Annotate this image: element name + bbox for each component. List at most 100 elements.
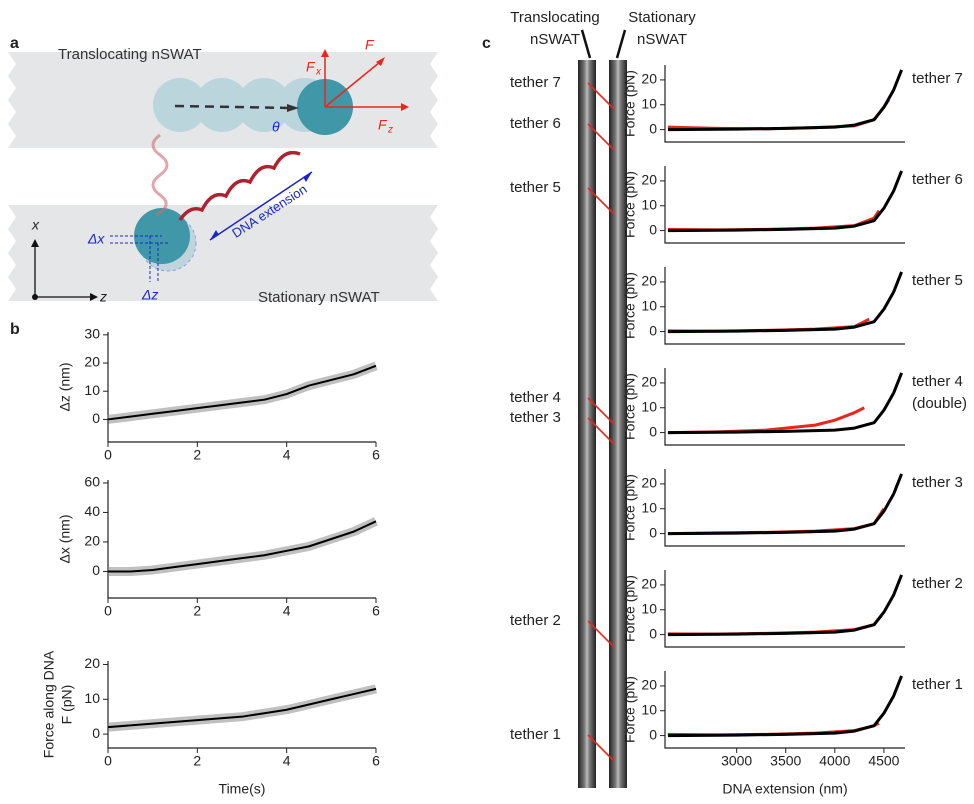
x-tick-label: 2 [193, 447, 201, 463]
y-axis-label: Force (pN) [622, 575, 638, 642]
tether-link [587, 417, 615, 445]
y-axis-label: Force (pN) [622, 474, 638, 541]
axis [664, 65, 905, 143]
x-tick-label: 6 [372, 603, 380, 619]
y-tick-label: 0 [649, 625, 657, 641]
series-line [107, 687, 377, 729]
series-line [108, 520, 377, 573]
y-tick-label: 0 [92, 410, 100, 426]
panel-label: a [10, 35, 19, 52]
panel-label: c [482, 35, 491, 52]
x-tick-label: 0 [104, 603, 112, 619]
y-tick-label: 0 [649, 221, 657, 237]
annotation: tether 1 [912, 676, 963, 693]
y-tick-label: 20 [84, 533, 100, 549]
bottom-channel [8, 205, 438, 301]
series-line [107, 361, 378, 424]
series-line [667, 170, 903, 233]
annotation: tether 6 [912, 171, 963, 188]
x-tick-label: 4 [283, 603, 291, 619]
y-tick-label: 10 [641, 398, 657, 414]
strip-label: Translocating [510, 9, 600, 26]
axis [107, 332, 376, 443]
x-tick-label: 2 [193, 753, 201, 769]
dz: Δz [141, 287, 158, 303]
tether-label: tether 3 [510, 409, 561, 426]
theta: θ [272, 119, 280, 135]
annotation: tether 3 [912, 474, 963, 491]
series-line [107, 684, 378, 732]
y-tick-label: 30 [84, 326, 100, 342]
axis [107, 661, 376, 749]
x-tick-label: 4000 [819, 753, 850, 769]
chart: 0 10 20 3000 3500 4000 4500 Force (pN) DNA exten… [622, 671, 963, 797]
y-tick-label: 0 [649, 322, 657, 338]
y-axis-label: F (pN) [59, 685, 75, 725]
x-tick-label: 4500 [868, 753, 899, 769]
x-tick-label: 3000 [721, 753, 752, 769]
tether-link [587, 397, 615, 425]
annotation: tether 5 [912, 272, 963, 289]
y-tick-label: 10 [641, 499, 657, 515]
y-tick-label: 10 [641, 701, 657, 717]
panel-label: b [10, 321, 20, 338]
y-tick-label: 10 [84, 690, 100, 706]
annotation: tether 2 [912, 575, 963, 592]
tether-label: tether 2 [510, 612, 561, 629]
chart: 0 10 20 30 0 2 4 6 Δz (nm) [57, 326, 380, 463]
y-tick-label: 20 [641, 172, 657, 188]
series-line [667, 574, 903, 637]
y-tick-label: 10 [641, 600, 657, 616]
micrograph [578, 29, 627, 788]
y-tick-label: 10 [84, 382, 100, 398]
tether-label: tether 5 [510, 179, 561, 196]
fx: F [306, 59, 316, 75]
force: F [365, 37, 375, 53]
y-tick-label: 20 [641, 677, 657, 693]
y-tick-label: 20 [641, 71, 657, 87]
y-axis-label: Force (pN) [622, 373, 638, 440]
fz-sub: z [387, 125, 393, 136]
y-axis-label: Force (pN) [622, 272, 638, 339]
y-axis-label: Δx (nm) [57, 514, 73, 563]
strip-label: nSWAT [637, 31, 687, 48]
tether-label: tether 7 [510, 74, 561, 91]
top-label: Translocating nSWAT [58, 46, 202, 63]
axis [664, 166, 905, 244]
axis-z: z [99, 289, 107, 305]
y-axis-label: Force along DNA [41, 650, 57, 758]
axis-x: x [31, 217, 40, 233]
y-tick-label: 20 [84, 354, 100, 370]
series-line [667, 69, 903, 132]
x-axis-label: DNA extension (nm) [722, 781, 847, 797]
annotation: tether 7 [912, 70, 963, 87]
x-tick-label: 4 [283, 753, 291, 769]
y-tick-label: 10 [641, 95, 657, 111]
y-axis-label: Force (pN) [622, 171, 638, 238]
axis [664, 368, 905, 446]
y-tick-label: 20 [641, 273, 657, 289]
series-line [667, 372, 903, 435]
dx: Δx [87, 231, 105, 247]
y-tick-label: 20 [84, 655, 100, 671]
strip-label: Stationary [628, 9, 696, 26]
tether-label: tether 1 [510, 726, 561, 743]
tether-link [587, 620, 615, 648]
annotation: tether 4 [912, 373, 963, 390]
series-line [667, 675, 903, 738]
y-tick-label: 0 [649, 120, 657, 136]
series-line [107, 364, 377, 421]
fx-sub: x [315, 67, 322, 78]
y-tick-label: 20 [641, 576, 657, 592]
y-tick-label: 20 [641, 475, 657, 491]
fz: F [378, 117, 388, 133]
series-line [667, 271, 903, 334]
annotation: (double) [912, 395, 967, 412]
bottom-label: Stationary nSWAT [258, 289, 380, 306]
